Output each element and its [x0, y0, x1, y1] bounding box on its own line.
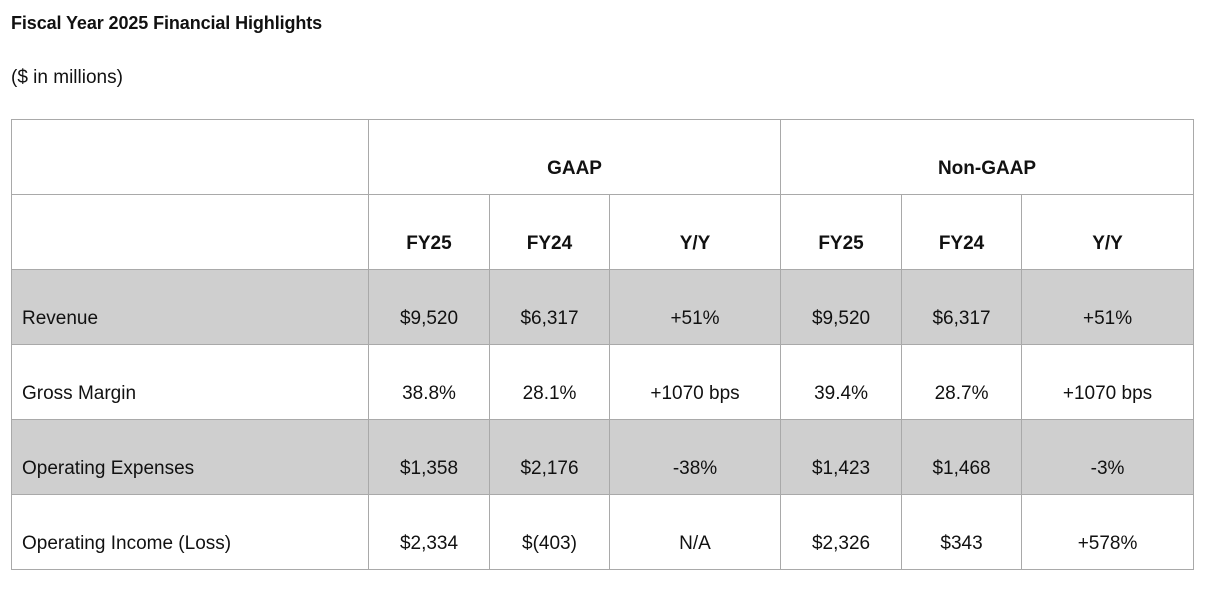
group-header-row: GAAP Non-GAAP: [11, 119, 1195, 195]
table-cell: $6,317: [489, 269, 610, 345]
table-cell: 28.1%: [489, 344, 610, 420]
table-cell: 38.8%: [368, 344, 490, 420]
table-cell: 28.7%: [901, 344, 1023, 420]
units-note: ($ in millions): [11, 67, 123, 88]
column-header: FY24: [901, 194, 1023, 270]
table-row-revenue: Revenue $9,520 $6,317 +51% $9,520 $6,317…: [11, 269, 1195, 345]
gaap-header: GAAP: [367, 119, 782, 195]
column-header: FY25: [368, 194, 490, 270]
table-cell: $343: [901, 494, 1023, 570]
row-label: Operating Expenses: [11, 419, 369, 495]
table-cell: $9,520: [368, 269, 490, 345]
column-header: FY24: [489, 194, 610, 270]
row-label: Revenue: [11, 269, 369, 345]
table-cell: $2,326: [780, 494, 903, 570]
table-cell: $6,317: [901, 269, 1023, 345]
table-cell: +1070 bps: [608, 344, 782, 420]
non-gaap-header: Non-GAAP: [780, 119, 1195, 195]
table-row-operating-income: Operating Income (Loss) $2,334 $(403) N/…: [11, 494, 1195, 570]
table-cell: 39.4%: [780, 344, 903, 420]
table-cell: $2,176: [489, 419, 610, 495]
row-label: Gross Margin: [11, 344, 369, 420]
table-cell: N/A: [608, 494, 782, 570]
corner-cell: [11, 119, 369, 195]
table-cell: $1,468: [901, 419, 1023, 495]
column-header: Y/Y: [608, 194, 782, 270]
financial-highlights-table: GAAP Non-GAAP FY25 FY24 Y/Y FY25 FY24 Y/…: [11, 119, 1195, 570]
row-label: Operating Income (Loss): [11, 494, 369, 570]
table-cell: $9,520: [780, 269, 903, 345]
table-cell: +51%: [608, 269, 782, 345]
table-cell: -38%: [608, 419, 782, 495]
table-cell: +51%: [1021, 269, 1195, 345]
column-header: Y/Y: [1021, 194, 1195, 270]
row-label-header: [11, 194, 369, 270]
sub-header-row: FY25 FY24 Y/Y FY25 FY24 Y/Y: [11, 194, 1195, 270]
table-cell: +578%: [1021, 494, 1195, 570]
column-header: FY25: [780, 194, 903, 270]
page-title: Fiscal Year 2025 Financial Highlights: [11, 13, 323, 33]
table-row-operating-expenses: Operating Expenses $1,358 $2,176 -38% $1…: [11, 419, 1195, 495]
table-cell: $(403): [489, 494, 610, 570]
table-cell: -3%: [1021, 419, 1195, 495]
table-cell: $1,358: [368, 419, 490, 495]
table-cell: $2,334: [368, 494, 490, 570]
table-row-gross-margin: Gross Margin 38.8% 28.1% +1070 bps 39.4%…: [11, 344, 1195, 420]
table-cell: +1070 bps: [1021, 344, 1195, 420]
table-cell: $1,423: [780, 419, 903, 495]
